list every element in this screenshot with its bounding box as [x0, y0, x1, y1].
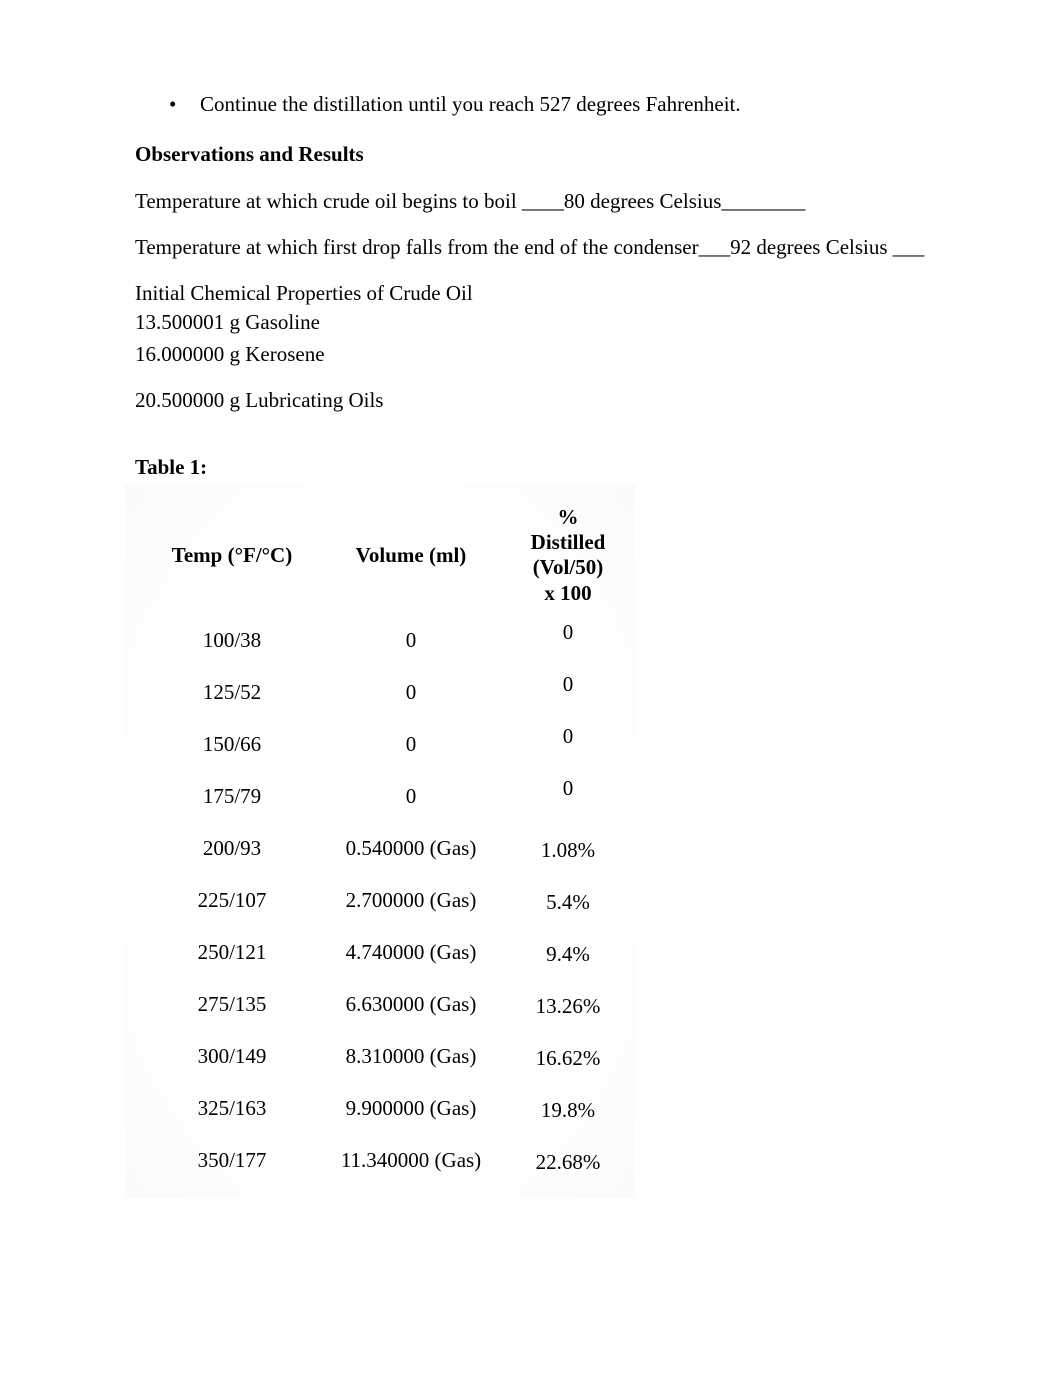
cell-percent: 1.08% — [515, 824, 621, 872]
col-header-percent: % Distilled (Vol/50) x 100 — [515, 499, 621, 612]
table-row: 200/930.540000 (Gas)1.08% — [157, 824, 621, 872]
table-body: 100/3800125/5200150/6600175/7900200/930.… — [157, 616, 621, 1184]
cell-temp: 150/66 — [157, 720, 307, 768]
cell-percent: 0 — [515, 720, 621, 768]
cell-volume: 8.310000 (Gas) — [311, 1032, 511, 1080]
col3-line1: % — [558, 505, 579, 529]
cell-percent: 16.62% — [515, 1032, 621, 1080]
cell-percent: 5.4% — [515, 876, 621, 924]
cell-percent: 22.68% — [515, 1136, 621, 1184]
table-header-row: Temp (°F/°C) Volume (ml) % Distilled (Vo… — [157, 499, 621, 612]
distillation-table-wrap: Temp (°F/°C) Volume (ml) % Distilled (Vo… — [135, 495, 625, 1188]
cell-volume: 6.630000 (Gas) — [311, 980, 511, 1028]
procedure-bullet-list: Continue the distillation until you reac… — [135, 90, 927, 118]
col3-line4: x 100 — [544, 581, 591, 605]
cell-temp: 225/107 — [157, 876, 307, 924]
cell-percent: 0 — [515, 616, 621, 664]
cell-temp: 325/163 — [157, 1084, 307, 1132]
procedure-bullet-item: Continue the distillation until you reac… — [135, 90, 927, 118]
cell-temp: 125/52 — [157, 668, 307, 716]
cell-temp: 275/135 — [157, 980, 307, 1028]
boil-temp-line: Temperature at which crude oil begins to… — [135, 187, 927, 215]
cell-volume: 2.700000 (Gas) — [311, 876, 511, 924]
cell-volume: 0 — [311, 772, 511, 820]
observations-heading: Observations and Results — [135, 140, 927, 168]
lubricating-oils-line: 20.500000 g Lubricating Oils — [135, 386, 927, 414]
initial-properties-title: Initial Chemical Properties of Crude Oil — [135, 281, 473, 305]
cell-temp: 350/177 — [157, 1136, 307, 1184]
table-row: 150/6600 — [157, 720, 621, 768]
table-row: 300/1498.310000 (Gas)16.62% — [157, 1032, 621, 1080]
cell-percent: 0 — [515, 772, 621, 820]
table-row: 275/1356.630000 (Gas)13.26% — [157, 980, 621, 1028]
cell-volume: 4.740000 (Gas) — [311, 928, 511, 976]
distillation-table: Temp (°F/°C) Volume (ml) % Distilled (Vo… — [153, 495, 625, 1188]
cell-percent: 0 — [515, 668, 621, 716]
table-row: 125/5200 — [157, 668, 621, 716]
cell-temp: 100/38 — [157, 616, 307, 664]
table-1-label: Table 1: — [135, 453, 927, 481]
cell-volume: 9.900000 (Gas) — [311, 1084, 511, 1132]
cell-percent: 19.8% — [515, 1084, 621, 1132]
table-row: 350/17711.340000 (Gas)22.68% — [157, 1136, 621, 1184]
cell-temp: 200/93 — [157, 824, 307, 872]
first-drop-line: Temperature at which first drop falls fr… — [135, 233, 927, 261]
col3-line3: (Vol/50) — [533, 555, 603, 579]
cell-temp: 300/149 — [157, 1032, 307, 1080]
gasoline-line: 13.500001 g Gasoline — [135, 310, 320, 334]
cell-volume: 11.340000 (Gas) — [311, 1136, 511, 1184]
col-header-temp: Temp (°F/°C) — [157, 499, 307, 612]
cell-volume: 0.540000 (Gas) — [311, 824, 511, 872]
cell-volume: 0 — [311, 668, 511, 716]
cell-percent: 13.26% — [515, 980, 621, 1028]
table-row: 175/7900 — [157, 772, 621, 820]
kerosene-line: 16.000000 g Kerosene — [135, 340, 927, 368]
table-row: 100/3800 — [157, 616, 621, 664]
table-row: 250/1214.740000 (Gas)9.4% — [157, 928, 621, 976]
table-row: 325/1639.900000 (Gas)19.8% — [157, 1084, 621, 1132]
cell-temp: 250/121 — [157, 928, 307, 976]
cell-percent: 9.4% — [515, 928, 621, 976]
initial-properties-block: Initial Chemical Properties of Crude Oil… — [135, 279, 927, 336]
table-row: 225/1072.700000 (Gas)5.4% — [157, 876, 621, 924]
cell-volume: 0 — [311, 616, 511, 664]
col3-line2: Distilled — [531, 530, 606, 554]
cell-volume: 0 — [311, 720, 511, 768]
cell-temp: 175/79 — [157, 772, 307, 820]
col-header-volume: Volume (ml) — [311, 499, 511, 612]
procedure-bullet-text: Continue the distillation until you reac… — [200, 92, 741, 116]
